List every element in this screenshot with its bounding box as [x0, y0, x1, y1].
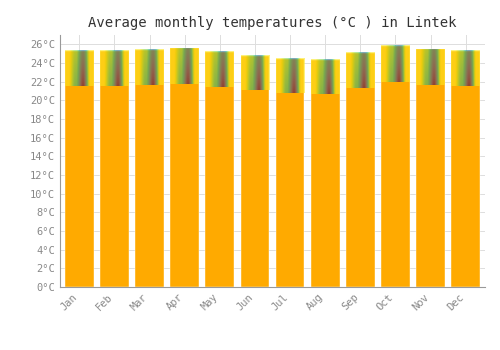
- Bar: [381, 46, 410, 287]
- Bar: [276, 59, 304, 287]
- Bar: [65, 51, 94, 287]
- Bar: [416, 49, 445, 287]
- Bar: [346, 53, 374, 287]
- Bar: [240, 56, 270, 287]
- Bar: [100, 51, 129, 287]
- Bar: [452, 51, 480, 287]
- Bar: [135, 50, 164, 287]
- Bar: [311, 60, 340, 287]
- Title: Average monthly temperatures (°C ) in Lintek: Average monthly temperatures (°C ) in Li…: [88, 16, 457, 30]
- Bar: [170, 48, 199, 287]
- Bar: [206, 52, 234, 287]
